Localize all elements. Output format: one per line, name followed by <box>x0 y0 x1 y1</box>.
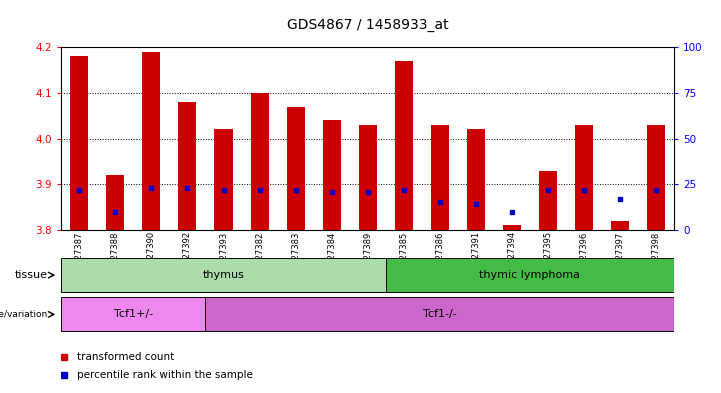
Bar <box>503 225 521 230</box>
Bar <box>287 107 304 230</box>
Bar <box>647 125 665 230</box>
Bar <box>395 61 413 230</box>
Text: Tcf1+/-: Tcf1+/- <box>114 309 153 320</box>
Text: Tcf1-/-: Tcf1-/- <box>423 309 456 320</box>
Text: GDS4867 / 1458933_at: GDS4867 / 1458933_at <box>287 18 448 32</box>
Bar <box>205 298 674 331</box>
Bar <box>71 56 89 230</box>
Text: tissue: tissue <box>15 270 48 280</box>
Bar <box>323 120 341 230</box>
Bar <box>575 125 593 230</box>
Bar <box>431 125 448 230</box>
Text: percentile rank within the sample: percentile rank within the sample <box>76 370 252 380</box>
Bar <box>107 175 125 230</box>
Bar <box>251 93 268 230</box>
Text: thymic lymphoma: thymic lymphoma <box>479 270 580 280</box>
Bar <box>611 221 629 230</box>
Bar <box>61 258 386 292</box>
Bar <box>539 171 557 230</box>
Bar <box>179 102 196 230</box>
Text: thymus: thymus <box>203 270 244 280</box>
Bar <box>61 298 205 331</box>
Bar <box>359 125 377 230</box>
Text: transformed count: transformed count <box>76 352 174 362</box>
Bar <box>467 129 485 230</box>
Bar <box>386 258 674 292</box>
Bar <box>143 52 161 230</box>
Bar <box>215 129 233 230</box>
Text: genotype/variation: genotype/variation <box>0 310 48 319</box>
